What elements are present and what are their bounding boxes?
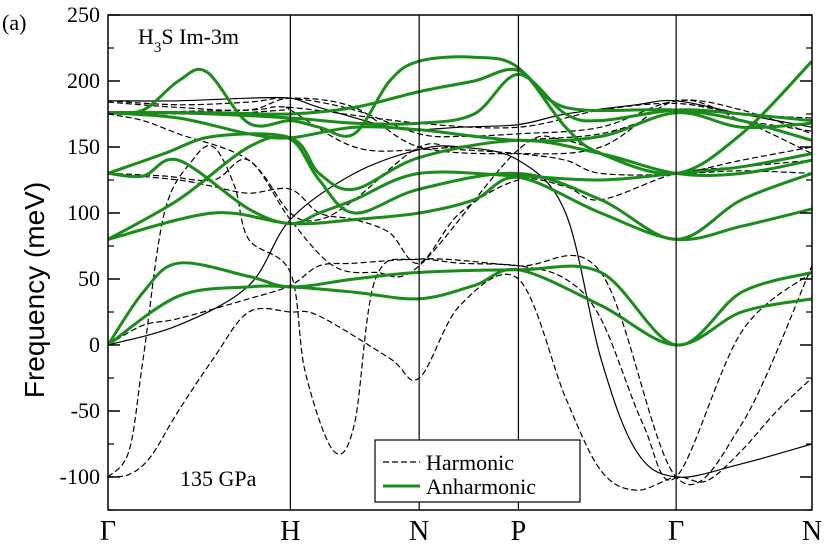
- harmonic-branch: [108, 145, 812, 478]
- x-tick-label: P: [511, 516, 527, 546]
- x-tick-label: N: [409, 516, 429, 546]
- x-tick-label: H: [280, 516, 300, 546]
- panel-label: (a): [2, 10, 26, 35]
- harmonic-branch: [108, 135, 812, 278]
- y-tick-label: -50: [71, 398, 100, 423]
- y-tick-label: 50: [78, 266, 100, 291]
- y-tick-label: 200: [67, 68, 100, 93]
- harmonic-branch: [108, 159, 812, 264]
- axes: Γ H N P Γ N -100 -50 0 50 100 150 200 250: [60, 2, 822, 546]
- legend: Harmonic Anharmonic: [374, 439, 581, 503]
- harmonic-branch: [108, 145, 812, 485]
- anharmonic-branch: [108, 267, 812, 347]
- y-tick-label: 250: [67, 2, 100, 27]
- plot-frame: [107, 14, 813, 511]
- anharmonic-branch: [108, 67, 812, 142]
- legend-box: [374, 439, 581, 503]
- x-tick-label: N: [802, 516, 822, 546]
- y-tick-label: -100: [60, 464, 100, 489]
- anharmonic-branch: [108, 55, 812, 176]
- harmonic-branch: [108, 102, 812, 129]
- x-tick-label: Γ: [100, 516, 116, 546]
- anharmonic-branch: [108, 261, 812, 347]
- y-tick-label: 100: [67, 200, 100, 225]
- legend-anharmonic-label: Anharmonic: [426, 474, 536, 499]
- pressure-label: 135 GPa: [180, 466, 257, 491]
- anharmonic-branch: [108, 132, 812, 192]
- y-axis-label: Frequency (meV): [19, 182, 50, 398]
- anharmonic-branch: [108, 175, 812, 242]
- y-tick-label: 0: [89, 332, 100, 357]
- legend-harmonic-label: Harmonic: [426, 450, 514, 475]
- anharmonic-branch: [108, 111, 812, 143]
- plot-lines: [108, 55, 812, 491]
- harmonic-branch: [108, 273, 812, 491]
- x-tick-label: Γ: [668, 516, 684, 546]
- y-tick-label: 150: [67, 134, 100, 159]
- material-label: H3S Im-3m: [138, 24, 239, 56]
- harmonic-branch: [108, 97, 812, 155]
- anharmonic-branch: [108, 135, 812, 241]
